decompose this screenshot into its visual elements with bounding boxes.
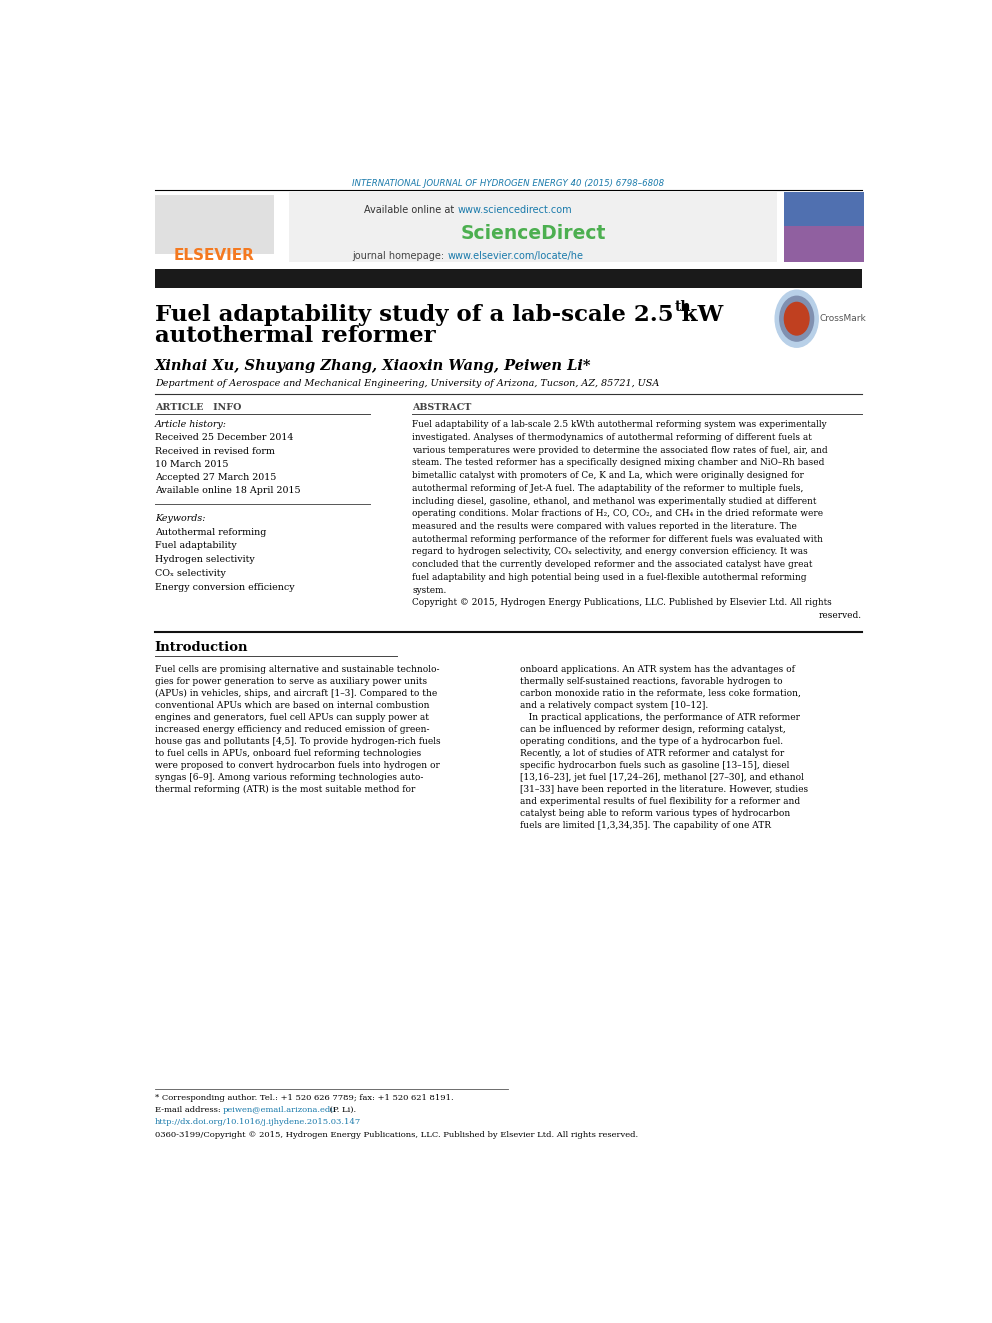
Circle shape bbox=[785, 303, 809, 335]
Text: Xinhai Xu, Shuyang Zhang, Xiaoxin Wang, Peiwen Li*: Xinhai Xu, Shuyang Zhang, Xiaoxin Wang, … bbox=[155, 359, 591, 373]
Text: gies for power generation to serve as auxiliary power units: gies for power generation to serve as au… bbox=[155, 676, 427, 685]
Text: and a relatively compact system [10–12].: and a relatively compact system [10–12]. bbox=[520, 701, 708, 709]
Text: engines and generators, fuel cell APUs can supply power at: engines and generators, fuel cell APUs c… bbox=[155, 713, 429, 722]
Text: Fuel adaptability: Fuel adaptability bbox=[155, 541, 236, 550]
Text: fuel adaptability and high potential being used in a fuel-flexible autothermal r: fuel adaptability and high potential bei… bbox=[413, 573, 806, 582]
Text: Available online at: Available online at bbox=[364, 205, 457, 214]
FancyBboxPatch shape bbox=[784, 226, 864, 262]
Text: 0360-3199/Copyright © 2015, Hydrogen Energy Publications, LLC. Published by Else: 0360-3199/Copyright © 2015, Hydrogen Ene… bbox=[155, 1131, 638, 1139]
Text: 10 March 2015: 10 March 2015 bbox=[155, 460, 228, 468]
Text: Hydrogen selectivity: Hydrogen selectivity bbox=[155, 556, 255, 564]
Text: Autothermal reforming: Autothermal reforming bbox=[155, 528, 266, 537]
Text: syngas [6–9]. Among various reforming technologies auto-: syngas [6–9]. Among various reforming te… bbox=[155, 773, 424, 782]
Text: Available online 18 April 2015: Available online 18 April 2015 bbox=[155, 487, 301, 495]
Text: fuels are limited [1,3,34,35]. The capability of one ATR: fuels are limited [1,3,34,35]. The capab… bbox=[520, 820, 771, 830]
Text: www.sciencedirect.com: www.sciencedirect.com bbox=[457, 205, 572, 214]
Text: and experimental results of fuel flexibility for a reformer and: and experimental results of fuel flexibi… bbox=[520, 796, 801, 806]
Text: autothermal reformer: autothermal reformer bbox=[155, 325, 435, 347]
Text: operating conditions, and the type of a hydrocarbon fuel.: operating conditions, and the type of a … bbox=[520, 737, 783, 746]
FancyBboxPatch shape bbox=[155, 269, 862, 288]
Text: (P. Li).: (P. Li). bbox=[327, 1106, 356, 1114]
Text: Copyright © 2015, Hydrogen Energy Publications, LLC. Published by Elsevier Ltd. : Copyright © 2015, Hydrogen Energy Public… bbox=[413, 598, 832, 607]
Text: Recently, a lot of studies of ATR reformer and catalyst for: Recently, a lot of studies of ATR reform… bbox=[520, 749, 785, 758]
Text: were proposed to convert hydrocarbon fuels into hydrogen or: were proposed to convert hydrocarbon fue… bbox=[155, 761, 439, 770]
Text: carbon monoxide ratio in the reformate, less coke formation,: carbon monoxide ratio in the reformate, … bbox=[520, 689, 801, 697]
Text: ELSEVIER: ELSEVIER bbox=[174, 247, 254, 263]
Text: Energy conversion efficiency: Energy conversion efficiency bbox=[155, 582, 295, 591]
Text: thermally self-sustained reactions, favorable hydrogen to: thermally self-sustained reactions, favo… bbox=[520, 676, 783, 685]
Text: house gas and pollutants [4,5]. To provide hydrogen-rich fuels: house gas and pollutants [4,5]. To provi… bbox=[155, 737, 440, 746]
Text: ARTICLE   INFO: ARTICLE INFO bbox=[155, 402, 241, 411]
Text: autothermal reforming of Jet-A fuel. The adaptability of the reformer to multipl: autothermal reforming of Jet-A fuel. The… bbox=[413, 484, 804, 492]
Text: thermal reforming (ATR) is the most suitable method for: thermal reforming (ATR) is the most suit… bbox=[155, 785, 415, 794]
Text: specific hydrocarbon fuels such as gasoline [13–15], diesel: specific hydrocarbon fuels such as gasol… bbox=[520, 761, 790, 770]
Text: INTERNATIONAL JOURNAL OF HYDROGEN ENERGY 40 (2015) 6798–6808: INTERNATIONAL JOURNAL OF HYDROGEN ENERGY… bbox=[352, 179, 665, 188]
Text: CrossMark: CrossMark bbox=[819, 314, 867, 323]
Text: COₓ selectivity: COₓ selectivity bbox=[155, 569, 225, 578]
Text: Received 25 December 2014: Received 25 December 2014 bbox=[155, 434, 293, 442]
Text: regard to hydrogen selectivity, COₓ selectivity, and energy conversion efficienc: regard to hydrogen selectivity, COₓ sele… bbox=[413, 548, 808, 557]
Text: various temperatures were provided to determine the associated flow rates of fue: various temperatures were provided to de… bbox=[413, 446, 828, 455]
Text: Fuel cells are promising alternative and sustainable technolo-: Fuel cells are promising alternative and… bbox=[155, 664, 439, 673]
Text: Article history:: Article history: bbox=[155, 421, 227, 429]
Text: to fuel cells in APUs, onboard fuel reforming technologies: to fuel cells in APUs, onboard fuel refo… bbox=[155, 749, 421, 758]
Text: can be influenced by reformer design, reforming catalyst,: can be influenced by reformer design, re… bbox=[520, 725, 786, 734]
Text: autothermal reforming performance of the reformer for different fuels was evalua: autothermal reforming performance of the… bbox=[413, 534, 823, 544]
Text: reserved.: reserved. bbox=[819, 611, 862, 620]
Circle shape bbox=[775, 290, 818, 347]
Text: conventional APUs which are based on internal combustion: conventional APUs which are based on int… bbox=[155, 701, 430, 709]
Text: peiwen@email.arizona.edu: peiwen@email.arizona.edu bbox=[222, 1106, 336, 1114]
Text: E-mail address:: E-mail address: bbox=[155, 1106, 223, 1114]
Text: steam. The tested reformer has a specifically designed mixing chamber and NiO–Rh: steam. The tested reformer has a specifi… bbox=[413, 458, 824, 467]
Text: * Corresponding author. Tel.: +1 520 626 7789; fax: +1 520 621 8191.: * Corresponding author. Tel.: +1 520 626… bbox=[155, 1094, 453, 1102]
Text: In practical applications, the performance of ATR reformer: In practical applications, the performan… bbox=[520, 713, 800, 722]
Text: Received in revised form: Received in revised form bbox=[155, 447, 275, 455]
FancyBboxPatch shape bbox=[784, 192, 864, 262]
FancyBboxPatch shape bbox=[155, 196, 274, 254]
Text: journal homepage:: journal homepage: bbox=[352, 250, 447, 261]
Text: bimetallic catalyst with promoters of Ce, K and La, which were originally design: bimetallic catalyst with promoters of Ce… bbox=[413, 471, 805, 480]
Text: http://dx.doi.org/10.1016/j.ijhydene.2015.03.147: http://dx.doi.org/10.1016/j.ijhydene.201… bbox=[155, 1118, 361, 1126]
Text: Keywords:: Keywords: bbox=[155, 513, 205, 523]
Text: ScienceDirect: ScienceDirect bbox=[460, 224, 606, 242]
Text: Fuel adaptability study of a lab-scale 2.5 kW: Fuel adaptability study of a lab-scale 2… bbox=[155, 303, 723, 325]
Text: operating conditions. Molar fractions of H₂, CO, CO₂, and CH₄ in the dried refor: operating conditions. Molar fractions of… bbox=[413, 509, 823, 519]
Text: Accepted 27 March 2015: Accepted 27 March 2015 bbox=[155, 474, 276, 482]
Text: concluded that the currently developed reformer and the associated catalyst have: concluded that the currently developed r… bbox=[413, 560, 812, 569]
Text: catalyst being able to reform various types of hydrocarbon: catalyst being able to reform various ty… bbox=[520, 808, 791, 818]
Text: onboard applications. An ATR system has the advantages of: onboard applications. An ATR system has … bbox=[520, 664, 795, 673]
Text: www.elsevier.com/locate/he: www.elsevier.com/locate/he bbox=[447, 250, 583, 261]
Text: th: th bbox=[675, 300, 691, 315]
Text: [31–33] have been reported in the literature. However, studies: [31–33] have been reported in the litera… bbox=[520, 785, 808, 794]
Circle shape bbox=[780, 296, 813, 341]
Text: including diesel, gasoline, ethanol, and methanol was experimentally studied at : including diesel, gasoline, ethanol, and… bbox=[413, 496, 816, 505]
Text: Department of Aerospace and Mechanical Engineering, University of Arizona, Tucso: Department of Aerospace and Mechanical E… bbox=[155, 380, 659, 389]
Text: investigated. Analyses of thermodynamics of autothermal reforming of different f: investigated. Analyses of thermodynamics… bbox=[413, 433, 812, 442]
Text: system.: system. bbox=[413, 586, 446, 594]
Text: (APUs) in vehicles, ships, and aircraft [1–3]. Compared to the: (APUs) in vehicles, ships, and aircraft … bbox=[155, 688, 437, 697]
Text: ABSTRACT: ABSTRACT bbox=[413, 402, 471, 411]
Text: measured and the results were compared with values reported in the literature. T: measured and the results were compared w… bbox=[413, 523, 798, 531]
FancyBboxPatch shape bbox=[290, 192, 778, 262]
Text: Fuel adaptability of a lab-scale 2.5 kWth autothermal reforming system was exper: Fuel adaptability of a lab-scale 2.5 kWt… bbox=[413, 421, 827, 429]
Text: [13,16–23], jet fuel [17,24–26], methanol [27–30], and ethanol: [13,16–23], jet fuel [17,24–26], methano… bbox=[520, 773, 804, 782]
Text: Introduction: Introduction bbox=[155, 642, 248, 655]
Text: increased energy efficiency and reduced emission of green-: increased energy efficiency and reduced … bbox=[155, 725, 430, 734]
